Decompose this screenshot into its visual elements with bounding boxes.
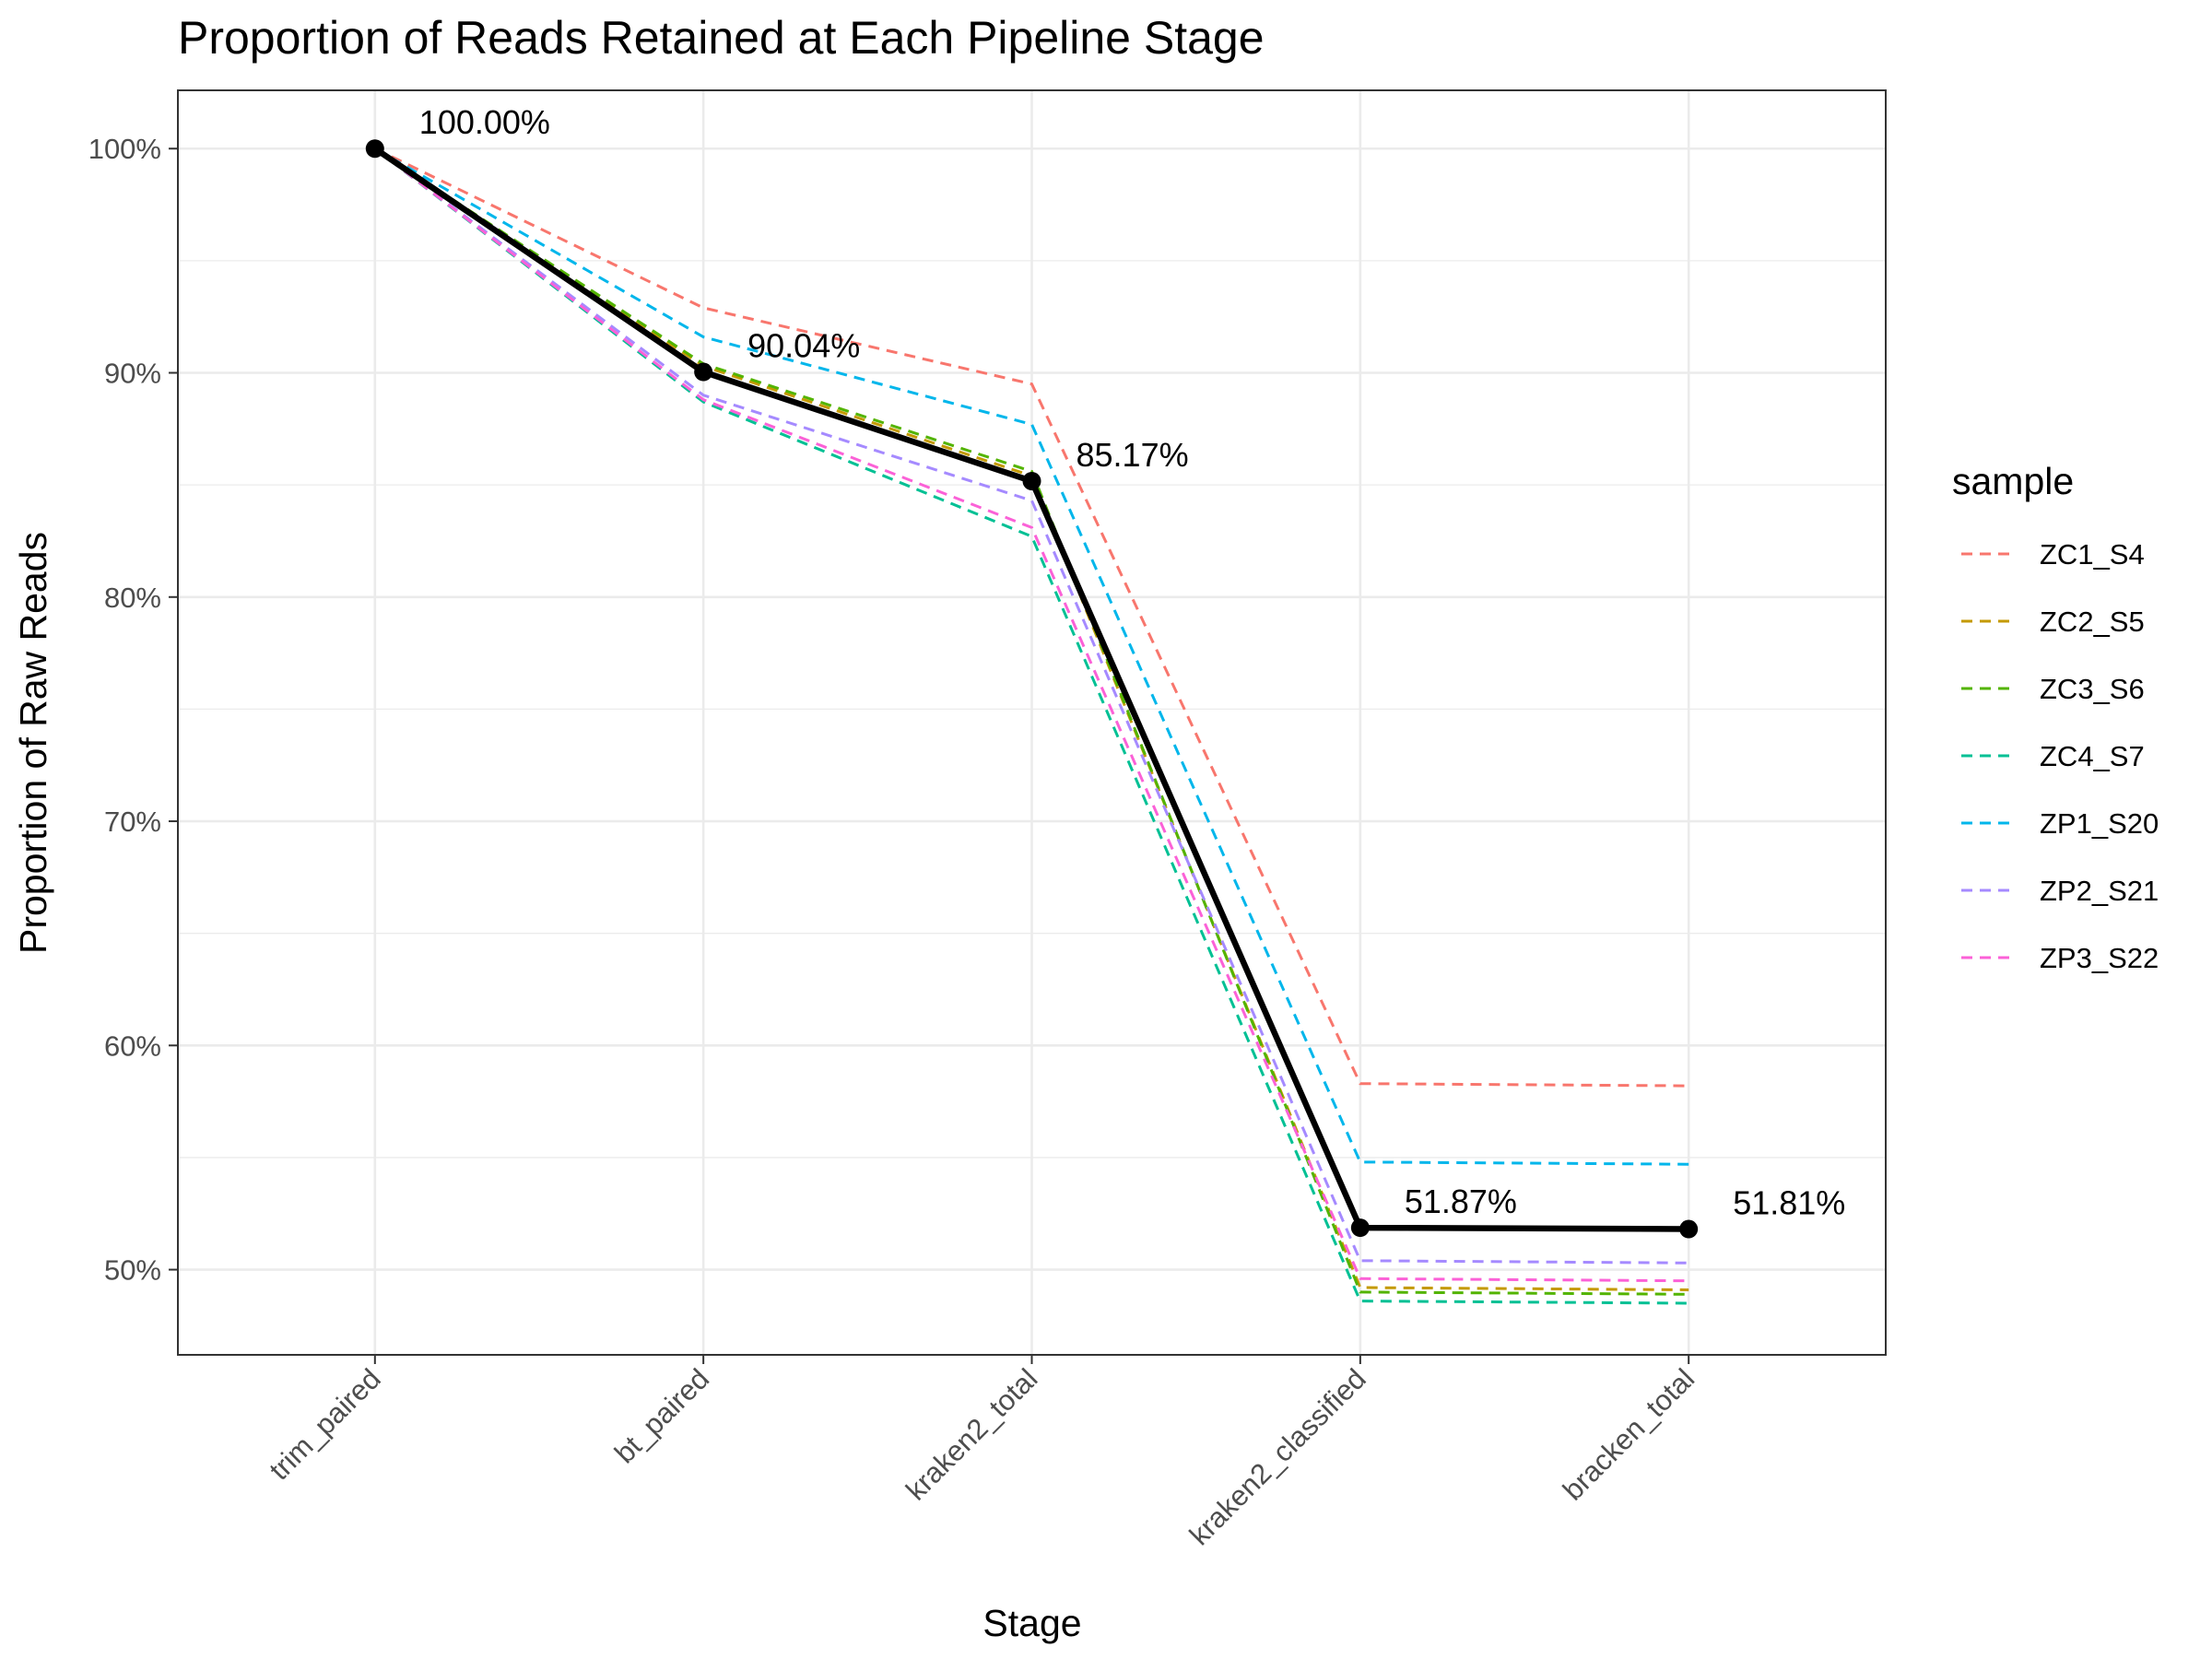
chart-title: Proportion of Reads Retained at Each Pip… xyxy=(178,12,1265,64)
legend-label-ZP2_S21: ZP2_S21 xyxy=(2040,875,2159,907)
y-axis: 50% 60% 70% 80% 90% 100% xyxy=(88,133,178,1287)
x-axis-title: Stage xyxy=(982,1602,1081,1644)
series-line-ZC1_S4 xyxy=(374,147,1689,1088)
legend-label-ZC1_S4: ZC1_S4 xyxy=(2040,538,2145,571)
legend-items: ZC1_S4 ZC2_S5 ZC3_S6 ZC4_S7 ZP1_S20 ZP2_S21 ZP… xyxy=(1961,538,2159,974)
legend-label-ZP3_S22: ZP3_S22 xyxy=(2040,942,2159,974)
data-label: 51.87% xyxy=(1405,1182,1517,1220)
mean-point xyxy=(1022,472,1041,491)
data-label: 51.81% xyxy=(1733,1184,1845,1222)
mean-point xyxy=(1350,1218,1370,1238)
y-tick-label: 80% xyxy=(104,582,161,614)
y-axis-title: Proportion of Raw Reads xyxy=(12,532,54,954)
legend-label-ZC3_S6: ZC3_S6 xyxy=(2040,673,2145,705)
y-tick-label: 90% xyxy=(104,358,161,390)
mean-point xyxy=(1679,1219,1699,1239)
data-label: 85.17% xyxy=(1077,436,1189,474)
legend-label-ZC4_S7: ZC4_S7 xyxy=(2040,740,2145,772)
legend: sample ZC1_S4 ZC2_S5 ZC3_S6 ZC4_S7 ZP1_S20 ZP… xyxy=(1952,460,2159,974)
y-tick-label: 60% xyxy=(104,1030,161,1062)
mean-point xyxy=(694,362,713,382)
y-tick-label: 100% xyxy=(88,133,161,165)
y-tick-label: 70% xyxy=(104,806,161,838)
series-line-ZC3_S6 xyxy=(373,147,1689,1296)
legend-label-ZC2_S5: ZC2_S5 xyxy=(2040,606,2145,638)
series-line-ZP3_S22 xyxy=(373,147,1689,1283)
mean-point xyxy=(365,139,384,159)
legend-title: sample xyxy=(1952,460,2074,502)
data-label: 90.04% xyxy=(747,327,860,365)
data-label: 100.00% xyxy=(419,103,550,141)
data-labels: 100.00% 90.04% 85.17% 51.87% 51.81% xyxy=(419,103,1845,1221)
y-tick-label: 50% xyxy=(104,1254,161,1287)
grid xyxy=(178,90,1886,1355)
mean-line xyxy=(365,139,1699,1239)
legend-label-ZP1_S20: ZP1_S20 xyxy=(2040,807,2159,840)
